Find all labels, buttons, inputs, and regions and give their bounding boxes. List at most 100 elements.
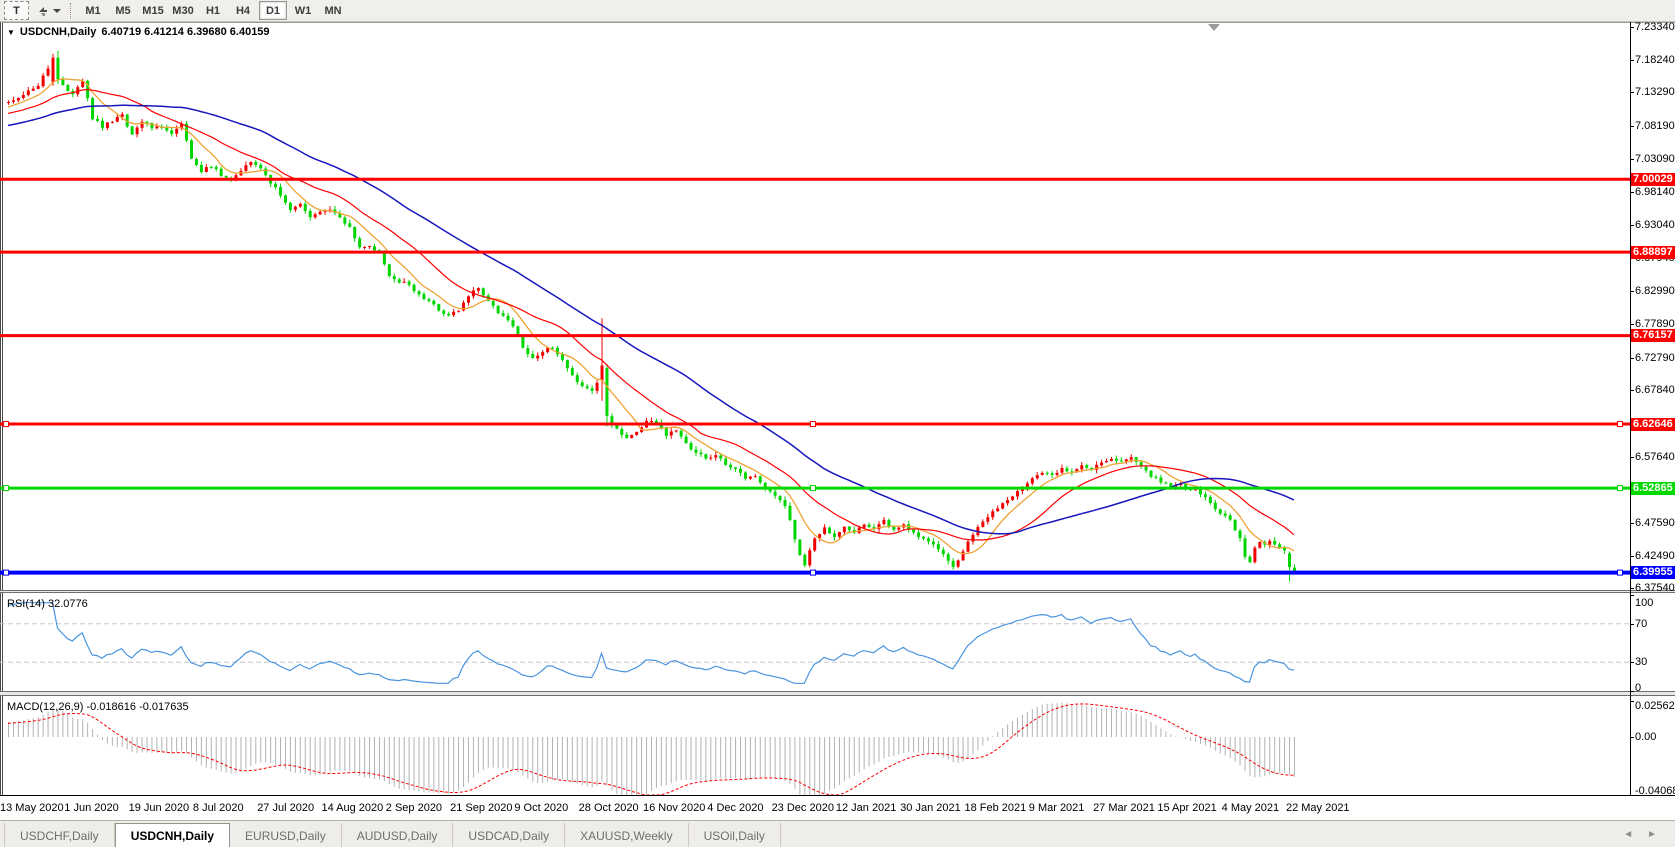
date-tick-label: 8 Jul 2020 bbox=[192, 802, 244, 814]
rsi-indicator-chart[interactable] bbox=[0, 595, 1630, 691]
timeframe-button-w1[interactable]: W1 bbox=[294, 4, 312, 17]
line-selection-handle[interactable] bbox=[1617, 485, 1623, 492]
price-tick-mark bbox=[1630, 191, 1634, 193]
timeframe-button-mn[interactable]: MN bbox=[324, 4, 342, 17]
macd-scale-label: 0.00 bbox=[1635, 731, 1657, 744]
text-tool-button[interactable]: T bbox=[4, 1, 29, 20]
line-selection-handle[interactable] bbox=[1617, 421, 1623, 428]
pane-splitter-rsi[interactable] bbox=[0, 590, 1675, 593]
chart-title-overlay: ▼ USDCNH,Daily 6.40719 6.41214 6.39680 6… bbox=[7, 26, 270, 38]
rsi-label: RSI(14) 32.0776 bbox=[7, 598, 88, 610]
tab-scroll-right-icon[interactable]: ► bbox=[1647, 829, 1657, 840]
price-tick-mark bbox=[1630, 225, 1634, 227]
line-selection-handle[interactable] bbox=[1617, 569, 1623, 576]
rsi-tick-mark bbox=[1630, 595, 1634, 596]
timeframe-button-m5[interactable]: M5 bbox=[115, 4, 131, 17]
date-tick-label: 4 May 2021 bbox=[1221, 802, 1280, 814]
price-tick-mark bbox=[1630, 556, 1634, 558]
dropdown-caret-icon bbox=[53, 8, 61, 13]
date-tick-label: 1 Jun 2020 bbox=[64, 802, 119, 814]
chart-tab-usoil[interactable]: USOil,Daily bbox=[689, 823, 781, 847]
price-tick-label: 6.98140 bbox=[1635, 185, 1675, 198]
rsi-scale-label: 30 bbox=[1635, 656, 1648, 669]
timeframe-button-h4[interactable]: H4 bbox=[235, 4, 251, 17]
price-tick-label: 6.57640 bbox=[1635, 450, 1675, 463]
date-axis[interactable]: 13 May 2020 1 Jun 2020 19 Jun 2020 8 Jul 20… bbox=[0, 795, 1675, 821]
price-tick-mark bbox=[1630, 456, 1634, 458]
candles-series bbox=[7, 50, 1296, 582]
date-tick-label: 30 Jan 2021 bbox=[900, 802, 961, 814]
price-tick-label: 6.82990 bbox=[1635, 284, 1675, 297]
price-tick-label: 7.13290 bbox=[1635, 86, 1675, 99]
symbol-dropdown-icon[interactable]: ▼ bbox=[7, 27, 15, 37]
price-tick-mark bbox=[1630, 92, 1634, 94]
macd-tick-mark bbox=[1630, 737, 1634, 739]
date-tick-label: 4 Dec 2020 bbox=[707, 802, 764, 814]
price-tick-label: 7.18240 bbox=[1635, 54, 1675, 67]
price-tick-mark bbox=[1630, 588, 1634, 590]
line-selection-handle[interactable] bbox=[810, 569, 816, 576]
timeframe-button-d1[interactable]: D1 bbox=[259, 1, 287, 20]
chart-tab-audusd[interactable]: AUDUSD,Daily bbox=[342, 823, 454, 847]
pane-splitter-macd[interactable] bbox=[0, 691, 1675, 696]
price-tick-mark bbox=[1630, 60, 1634, 62]
line-selection-handle[interactable] bbox=[3, 421, 9, 428]
ma-line-fast[interactable] bbox=[7, 78, 1295, 555]
hline-price-badge: 6.76157 bbox=[1631, 329, 1675, 343]
timeframe-button-m1[interactable]: M1 bbox=[85, 4, 101, 17]
arrows-object-button[interactable] bbox=[33, 2, 64, 19]
price-axis-line bbox=[1630, 22, 1631, 795]
price-tick-label: 6.72790 bbox=[1635, 351, 1675, 364]
chart-tab-eurusd[interactable]: EURUSD,Daily bbox=[230, 823, 342, 847]
date-tick-label: 28 Oct 2020 bbox=[578, 802, 639, 814]
timeframe-button-m30[interactable]: M30 bbox=[172, 4, 194, 17]
date-tick-label: 21 Sep 2020 bbox=[450, 802, 513, 814]
date-tick-label: 27 Jul 2020 bbox=[257, 802, 315, 814]
chart-tabs: USDCHF,Daily USDCNH,Daily EURUSD,Daily AUDU… bbox=[0, 821, 781, 847]
price-tick-label: 7.23340 bbox=[1635, 20, 1675, 33]
date-tick-label: 27 Mar 2021 bbox=[1093, 802, 1155, 814]
price-tick-mark bbox=[1630, 390, 1634, 392]
macd-histogram bbox=[8, 702, 1295, 795]
price-tick-mark bbox=[1630, 125, 1634, 127]
chart-tab-usdchf[interactable]: USDCHF,Daily bbox=[4, 823, 115, 847]
date-tick-label: 12 Jan 2021 bbox=[835, 802, 897, 814]
line-selection-handle[interactable] bbox=[810, 485, 816, 492]
date-tick-label: 2 Sep 2020 bbox=[385, 802, 443, 814]
macd-indicator-chart[interactable] bbox=[0, 698, 1630, 795]
price-tick-mark bbox=[1630, 290, 1634, 292]
chart-tab-usdcad[interactable]: USDCAD,Daily bbox=[453, 823, 566, 847]
rsi-tick-mark bbox=[1630, 662, 1634, 664]
hline-price-badge: 6.88897 bbox=[1631, 245, 1675, 259]
date-tick-label: 9 Oct 2020 bbox=[514, 802, 569, 814]
price-tick-mark bbox=[1630, 357, 1634, 359]
rsi-tick-mark bbox=[1630, 691, 1634, 692]
tab-scroll-left-icon[interactable]: ◄ bbox=[1623, 829, 1634, 840]
timeframe-button-group: M1 M5 M15 M30 H1 H4 D1 W1 MN bbox=[78, 1, 348, 20]
date-tick-label: 23 Dec 2020 bbox=[771, 802, 834, 814]
line-selection-handle[interactable] bbox=[3, 569, 9, 576]
price-tick-label: 7.08190 bbox=[1635, 119, 1675, 132]
line-selection-handle[interactable] bbox=[3, 485, 9, 492]
date-tick-label: 13 May 2020 bbox=[0, 802, 64, 814]
date-tick-label: 22 May 2021 bbox=[1285, 802, 1350, 814]
main-candlestick-chart[interactable] bbox=[0, 22, 1630, 590]
chart-tab-usdcnh[interactable]: USDCNH,Daily bbox=[114, 823, 231, 847]
price-tick-mark bbox=[1630, 324, 1634, 326]
timeframe-button-h1[interactable]: H1 bbox=[205, 4, 221, 17]
date-tick-label: 14 Aug 2020 bbox=[321, 802, 384, 814]
line-selection-handle[interactable] bbox=[810, 421, 816, 428]
chart-tab-xauusd[interactable]: XAUUSD,Weekly bbox=[565, 823, 689, 847]
rsi-tick-mark bbox=[1630, 623, 1634, 625]
chart-shift-marker[interactable] bbox=[1208, 24, 1220, 31]
ma-line-mid[interactable] bbox=[7, 88, 1295, 541]
tab-scroll-controls: ◄ ► bbox=[1623, 821, 1675, 847]
timeframe-button-m15[interactable]: M15 bbox=[142, 4, 164, 17]
macd-tick-mark bbox=[1630, 700, 1634, 702]
price-tick-mark bbox=[1630, 26, 1634, 28]
hline-price-badge: 6.39955 bbox=[1631, 566, 1675, 580]
ma-line-slow[interactable] bbox=[7, 104, 1295, 535]
ohlc-values: 6.40719 6.41214 6.39680 6.40159 bbox=[101, 26, 270, 38]
hline-price-badge: 7.00029 bbox=[1631, 172, 1675, 186]
